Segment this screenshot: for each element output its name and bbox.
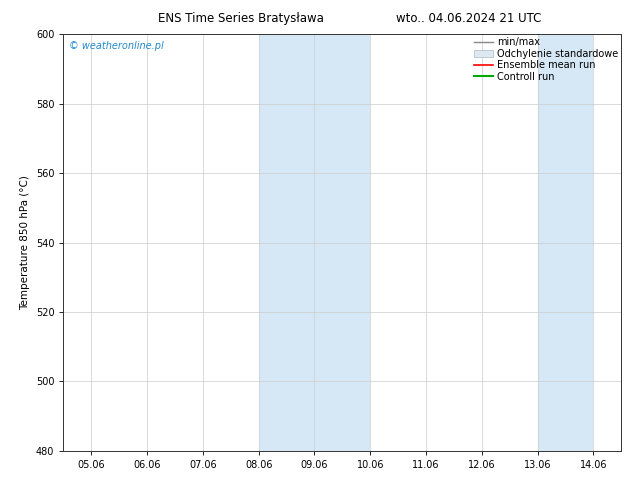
Text: wto.. 04.06.2024 21 UTC: wto.. 04.06.2024 21 UTC [396, 12, 542, 25]
Text: ENS Time Series Bratysława: ENS Time Series Bratysława [158, 12, 324, 25]
Bar [538, 34, 593, 451]
Text: © weatheronline.pl: © weatheronline.pl [69, 41, 164, 50]
Legend: min/max, Odchylenie standardowe, Ensemble mean run, Controll run: min/max, Odchylenie standardowe, Ensembl… [474, 37, 618, 82]
Bar [259, 34, 370, 451]
Y-axis label: Temperature 850 hPa (°C): Temperature 850 hPa (°C) [20, 175, 30, 310]
